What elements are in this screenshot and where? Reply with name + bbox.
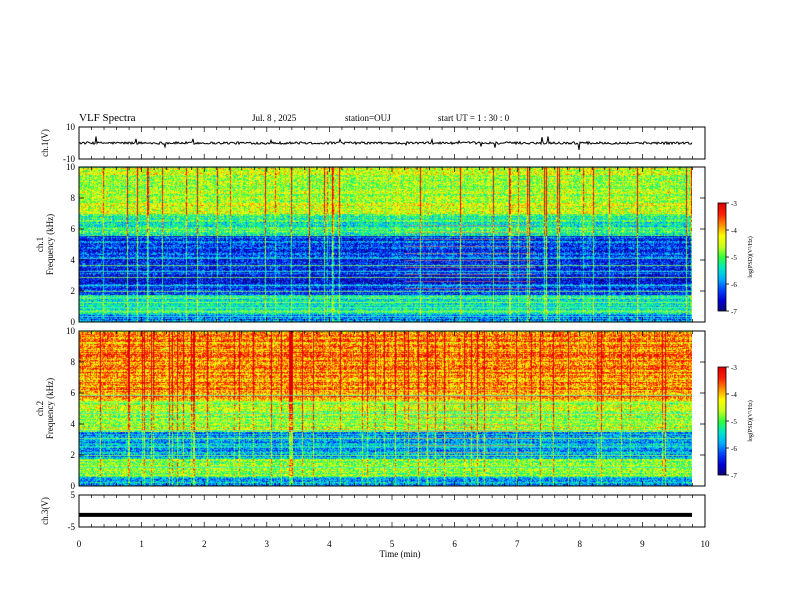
x-tick-label: 6: [452, 539, 457, 549]
colorbar-tick-label: -6: [731, 445, 737, 453]
y-axis-label: ch.2: [35, 401, 45, 416]
colorbar: [718, 203, 726, 311]
y-tick-label: 10: [66, 122, 76, 132]
chart-title: VLF Spectra: [79, 112, 136, 124]
station-label: station=OUJ: [345, 113, 391, 123]
y-tick-label: 0: [71, 481, 76, 491]
ch1-waveform-trace: [78, 136, 693, 150]
y-tick-label: 8: [71, 357, 76, 367]
y-tick-label: 5: [71, 490, 76, 500]
waveform-layer: [78, 136, 693, 517]
colorbar-tick-label: -5: [731, 418, 737, 426]
y-tick-label: 4: [71, 419, 76, 429]
colorbar-tick-label: -4: [731, 391, 737, 399]
y-tick-label: -5: [68, 522, 76, 532]
colorbar-tick-label: -7: [731, 308, 737, 316]
x-tick-label: 7: [515, 539, 520, 549]
colorbar-tick-label: -3: [731, 200, 737, 208]
colorbar-tick-label: -6: [731, 281, 737, 289]
x-tick-label: 3: [265, 539, 270, 549]
y-axis-label: ch.3(V): [40, 497, 50, 525]
y-tick-label: 0: [71, 317, 76, 327]
y-tick-label: 2: [71, 450, 76, 460]
x-tick-label: 10: [701, 539, 711, 549]
x-tick-label: 0: [77, 539, 82, 549]
y-tick-label: 6: [71, 224, 76, 234]
y-axis-label: Frequency (kHz): [45, 378, 55, 439]
y-tick-label: 4: [71, 255, 76, 265]
colorbar-label: log(PSD)(V²/Hz): [747, 400, 754, 441]
x-tick-label: 4: [327, 539, 332, 549]
colorbar-label: log(PSD)(V²/Hz): [747, 236, 754, 277]
y-tick-label: 2: [71, 286, 76, 296]
date-label: Jul. 8 , 2025: [252, 113, 297, 123]
spectrogram-layer: [79, 167, 692, 486]
y-axis-label: ch.1: [35, 237, 45, 252]
start-time-label: start UT = 1 : 30 : 0: [438, 113, 510, 123]
colorbar-tick-label: -5: [731, 254, 737, 262]
y-tick-label: 6: [71, 388, 76, 398]
colorbar-layer: -3 -4 -5 -6 -7 log(PSD)(V²/Hz) -3 -4 -5 -6 -7 log(P…: [717, 200, 754, 480]
colorbar-tick-label: -3: [731, 364, 737, 372]
y-tick-label: 10: [66, 162, 76, 172]
x-tick-label: 9: [640, 539, 645, 549]
ch1-spectrogram-image: [79, 167, 692, 322]
colorbar: [718, 367, 726, 475]
x-tick-label: 2: [202, 539, 207, 549]
colorbar-tick-label: -7: [731, 472, 737, 480]
x-axis-label: Time (min): [380, 549, 421, 559]
y-axis-label: Frequency (kHz): [45, 214, 55, 275]
x-tick-label: 5: [390, 539, 395, 549]
x-tick-label: 1: [139, 539, 144, 549]
colorbar-tick-label: -4: [731, 227, 737, 235]
ch2-spectrogram-image: [79, 331, 692, 486]
y-tick-label: 10: [66, 326, 76, 336]
y-axis-label: ch.1(V): [40, 129, 50, 157]
y-tick-label: 8: [71, 193, 76, 203]
y-tick-label: -10: [63, 154, 75, 164]
x-tick-label: 8: [578, 539, 583, 549]
frame-layer: [78, 126, 706, 528]
